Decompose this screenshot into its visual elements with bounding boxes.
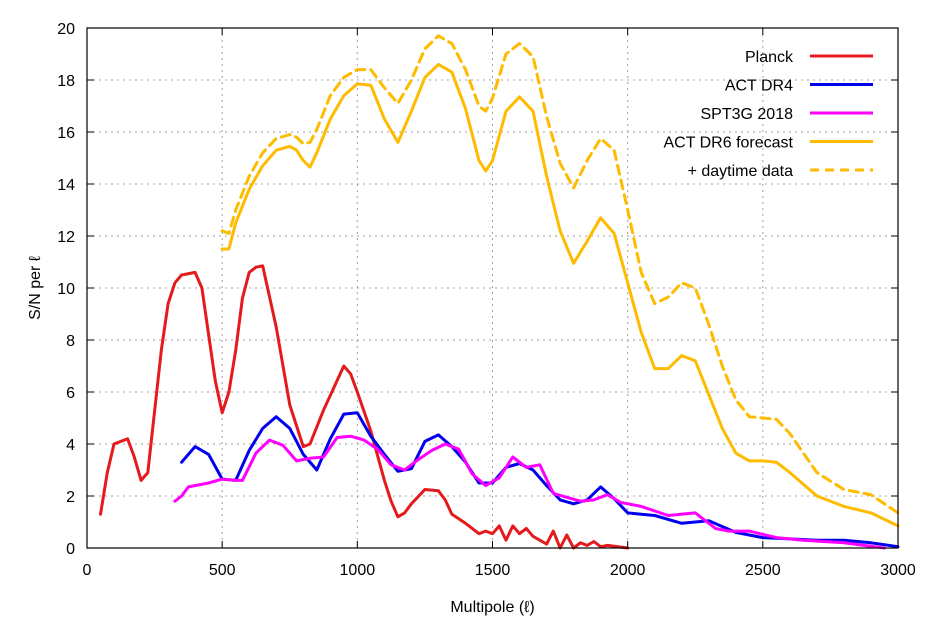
y-tick-label: 18: [57, 73, 75, 90]
x-tick-label: 3000: [880, 562, 916, 579]
legend-label: Planck: [745, 49, 794, 66]
series-line-planck: [99, 264, 630, 550]
series-line-spt3g-2018: [173, 434, 886, 550]
x-tick-labels: 0 500 1000 1500 2000 2500 3000: [83, 562, 916, 579]
legend: Planck ACT DR4 SPT3G 2018 ACT DR6 forecast +…: [663, 49, 873, 180]
y-tick-label: 16: [57, 125, 75, 142]
y-axis-title: S/N per ℓ: [27, 256, 44, 320]
y-tick-labels: 0 2 4 6 8 10 12 14 16 18 20: [57, 21, 75, 558]
y-tick-label: 14: [57, 177, 75, 194]
x-tick-label: 0: [83, 562, 92, 579]
y-tick-label: 8: [66, 333, 75, 350]
series-line-act-dr6-forecast: [220, 62, 900, 528]
x-tick-label: 2500: [745, 562, 781, 579]
y-tick-label: 0: [66, 541, 75, 558]
legend-label: SPT3G 2018: [701, 106, 794, 123]
series-line-act-dr4: [180, 411, 900, 549]
legend-label: ACT DR4: [725, 78, 793, 95]
x-tick-label: 1500: [475, 562, 511, 579]
y-tick-label: 2: [66, 489, 75, 506]
y-tick-label: 12: [57, 229, 75, 246]
x-tick-label: 500: [209, 562, 236, 579]
x-tick-label: 2000: [610, 562, 646, 579]
legend-label: + daytime data: [688, 163, 794, 180]
x-tick-label: 1000: [340, 562, 376, 579]
x-axis-title: Multipole (ℓ): [450, 599, 534, 616]
ticks: [86, 27, 899, 549]
y-tick-label: 6: [66, 385, 75, 402]
y-tick-label: 20: [57, 21, 75, 38]
series-line-daytime-data: [220, 34, 900, 515]
legend-label: ACT DR6 forecast: [663, 135, 793, 152]
y-tick-label: 10: [57, 281, 75, 298]
y-tick-label: 4: [66, 437, 75, 454]
series-layer: [99, 34, 900, 550]
